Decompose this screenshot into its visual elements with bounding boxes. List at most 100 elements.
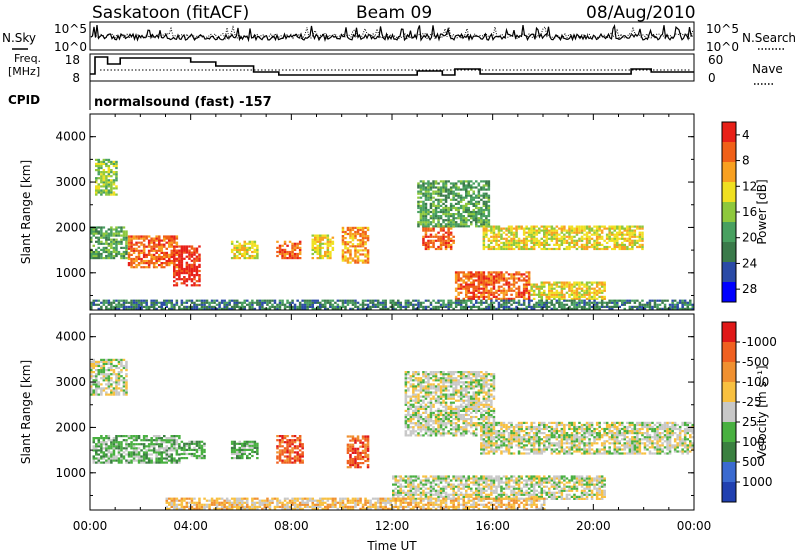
heatmap-cell: [449, 190, 453, 193]
heatmap-cell: [354, 245, 357, 248]
heatmap-cell: [538, 287, 541, 290]
heatmap-cell: [588, 227, 591, 230]
heatmap-cell: [512, 283, 516, 286]
heatmap-cell: [432, 204, 435, 207]
heatmap-cell: [125, 362, 128, 365]
heatmap-cell: [447, 405, 450, 408]
heatmap-cell: [432, 413, 435, 417]
heatmap-cell: [661, 301, 664, 304]
heatmap-cell: [575, 303, 579, 306]
heatmap-cell: [427, 422, 430, 425]
heatmap-cell: [527, 271, 531, 274]
heatmap-cell: [190, 448, 194, 451]
heatmap-cell: [296, 445, 299, 448]
heatmap-cell: [120, 230, 123, 233]
heatmap-cell: [298, 437, 302, 440]
heatmap-cell: [331, 240, 335, 243]
heatmap-cell: [253, 444, 257, 447]
heatmap-cell: [550, 307, 554, 310]
heatmap-cell: [107, 257, 111, 260]
heatmap-cell: [195, 299, 199, 302]
heatmap-cell: [517, 307, 521, 310]
heatmap-cell: [487, 204, 491, 207]
heatmap-cell: [185, 452, 189, 456]
heatmap-cell: [465, 219, 468, 222]
heatmap-cell: [233, 444, 236, 447]
heatmap-cell: [422, 192, 425, 195]
heatmap-cell: [278, 244, 282, 247]
heatmap-cell: [676, 303, 679, 306]
heatmap-cell: [366, 459, 370, 463]
heatmap-cell: [110, 181, 113, 184]
heatmap-cell: [616, 299, 619, 302]
heatmap-cell: [291, 441, 294, 444]
heatmap-cell: [190, 442, 194, 445]
heatmap-cell: [452, 206, 455, 210]
heatmap-cell: [593, 287, 596, 290]
heatmap-cell: [578, 239, 581, 242]
heatmap-cell: [449, 182, 453, 185]
heatmap-cell: [125, 301, 128, 304]
heatmap-cell: [439, 403, 443, 406]
heatmap-cell: [152, 247, 156, 250]
heatmap-cell: [417, 182, 420, 185]
heatmap-cell: [125, 238, 128, 241]
heatmap-cell: [115, 179, 118, 182]
heatmap-cell: [424, 397, 428, 400]
heatmap-cell: [258, 307, 262, 310]
heatmap-cell: [155, 435, 158, 438]
heatmap-cell: [102, 160, 106, 163]
heatmap-cell: [595, 243, 599, 246]
heatmap-cell: [195, 255, 199, 258]
heatmap-cell: [543, 303, 546, 306]
heatmap-cell: [447, 245, 450, 249]
heatmap-cell: [482, 227, 486, 230]
heatmap-cell: [125, 236, 128, 239]
heatmap-cell: [485, 277, 488, 280]
heatmap-cell: [241, 305, 244, 308]
heatmap-cell: [485, 223, 488, 226]
heatmap-cell: [168, 453, 171, 456]
heatmap-cell: [188, 274, 191, 277]
heatmap-cell: [361, 449, 365, 452]
heatmap-cell: [427, 405, 430, 408]
heatmap-cell: [457, 202, 460, 205]
heatmap-cell: [364, 435, 367, 438]
heatmap-cell: [158, 259, 161, 263]
heatmap-cell: [404, 420, 408, 423]
heatmap-cell: [525, 227, 528, 230]
heatmap-cell: [130, 461, 133, 464]
heatmap-cell: [681, 303, 684, 306]
heatmap-cell: [419, 379, 423, 382]
heatmap-cell: [180, 259, 184, 262]
heatmap-cell: [152, 451, 156, 454]
heatmap-cell: [95, 445, 98, 448]
heatmap-cell: [100, 461, 103, 464]
heatmap-cell: [517, 299, 521, 302]
heatmap-cell: [492, 301, 496, 304]
heatmap-cell: [95, 252, 98, 256]
heatmap-cell: [608, 307, 611, 310]
heatmap-cell: [490, 279, 493, 282]
heatmap-cell: [492, 231, 496, 234]
heatmap-cell: [188, 446, 191, 449]
heatmap-cell: [97, 240, 101, 243]
heatmap-cell: [100, 435, 103, 438]
heatmap-cell: [651, 299, 654, 302]
heatmap-cell: [611, 305, 614, 308]
heatmap-cell: [147, 235, 151, 238]
heatmap-cell: [545, 297, 549, 300]
heatmap-cell: [598, 289, 601, 292]
heatmap-cell: [691, 307, 695, 310]
heatmap-cell: [349, 232, 352, 236]
heatmap-cell: [168, 245, 171, 248]
heatmap-cell: [470, 223, 473, 226]
heatmap-cell: [369, 305, 372, 308]
heatmap-cell: [434, 415, 438, 419]
heatmap-cell: [459, 287, 463, 290]
heatmap-cell: [107, 158, 111, 161]
heatmap-cell: [570, 237, 574, 240]
heatmap-cell: [459, 307, 463, 310]
heatmap-cell: [296, 305, 299, 308]
